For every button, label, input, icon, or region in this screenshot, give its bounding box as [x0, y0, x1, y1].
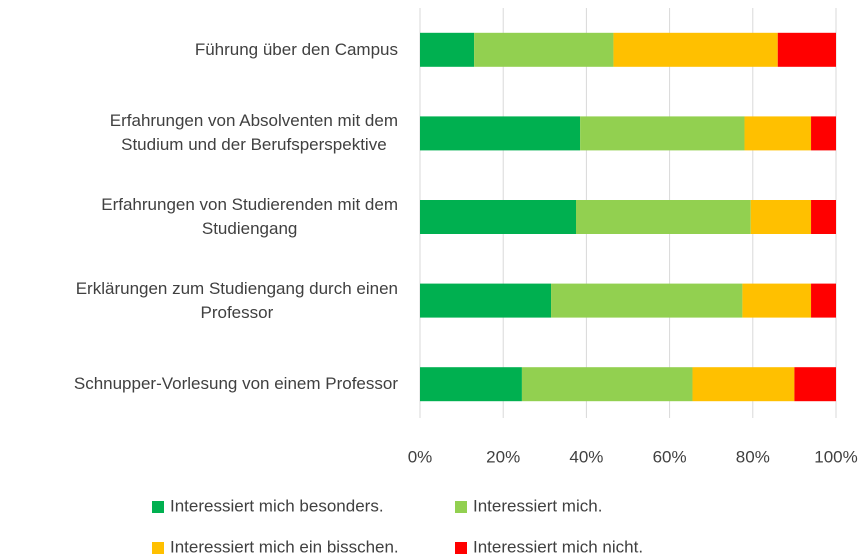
category-label: Erklärungen zum Studiengang durch einen …: [75, 278, 398, 322]
legend-swatch: [455, 501, 467, 513]
legend-label: Interessiert mich ein bisschen.: [170, 537, 399, 556]
x-tick-label: 40%: [569, 447, 603, 466]
legend-swatch: [152, 542, 164, 554]
legend-label: Interessiert mich nicht.: [473, 537, 643, 556]
x-tick-label: 60%: [653, 447, 687, 466]
category-label: Schnupper-Vorlesung von einem Professor: [73, 374, 398, 394]
bar-segment: [794, 367, 836, 402]
legend-label: Interessiert mich besonders.: [170, 496, 384, 515]
bar-segment: [474, 32, 614, 67]
x-tick-label: 0%: [408, 447, 433, 466]
bar-segment: [742, 283, 812, 318]
bar-segment: [576, 200, 751, 234]
legend-swatch: [152, 501, 164, 513]
bar-segment: [551, 283, 743, 318]
bar-segment: [420, 367, 522, 402]
bar-segment: [811, 283, 836, 318]
x-tick-label: 100%: [814, 447, 857, 466]
bar-segment: [420, 200, 576, 234]
bar-segment: [613, 32, 778, 67]
legend-label: Interessiert mich.: [473, 496, 602, 515]
category-label: Führung über den Campus: [194, 39, 398, 59]
bar-segment: [420, 283, 552, 318]
x-tick-label: 20%: [486, 447, 520, 466]
x-tick-label: 80%: [736, 447, 770, 466]
bar-segment: [811, 116, 836, 151]
bar-segment: [521, 367, 693, 402]
bar-segment: [580, 116, 745, 151]
bar-segment: [811, 200, 836, 234]
bar-segment: [744, 116, 812, 151]
bar-segment: [777, 32, 836, 67]
category-label: Erfahrungen von Studierenden mit dem Stu…: [101, 195, 398, 238]
category-label: Erfahrungen von Absolventen mit dem Stud…: [109, 111, 398, 155]
bar-segment: [420, 116, 581, 151]
bar-segment: [420, 32, 475, 67]
bar-segment: [750, 200, 812, 234]
bar-segment: [692, 367, 795, 402]
legend-swatch: [455, 542, 467, 554]
